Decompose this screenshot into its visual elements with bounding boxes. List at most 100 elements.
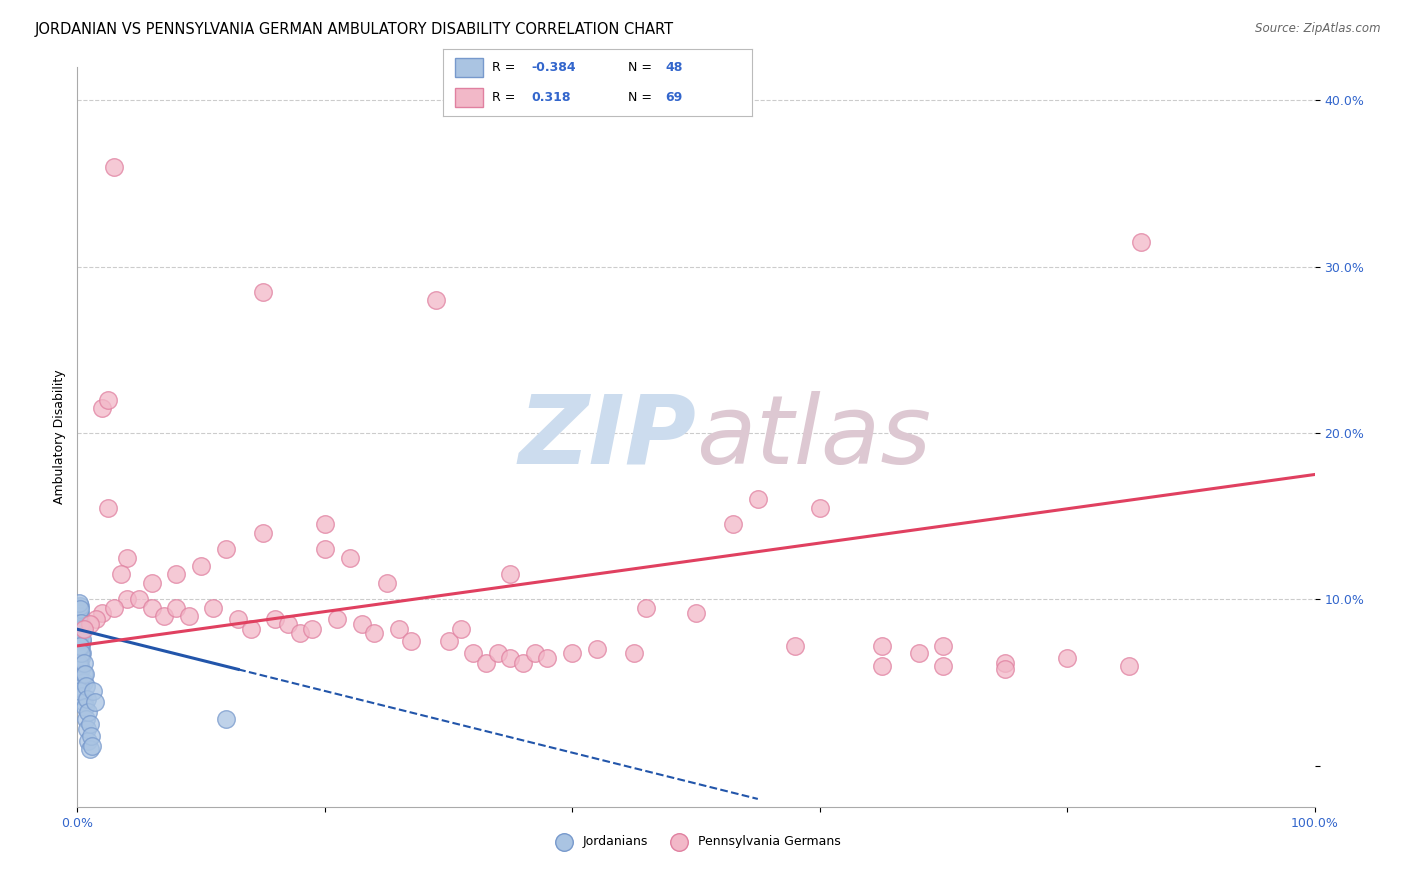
Point [1118,658,1140,673]
Point [870,639,893,653]
Point [388,622,411,636]
Bar [456,59,484,78]
Point [83,695,105,709]
Y-axis label: Ambulatory Disability: Ambulatory Disability [53,370,66,504]
Point [685,606,707,620]
Point [463,646,485,660]
Point [70,646,93,660]
Point [153,609,176,624]
Point [1056,650,1078,665]
Point [907,646,929,660]
Point [314,542,336,557]
Point [75,679,97,693]
Point [69,658,91,673]
Point [76,692,98,706]
Point [73,667,96,681]
Point [165,567,187,582]
Text: atlas: atlas [696,391,931,483]
Point [994,656,1017,670]
Point [72,632,94,647]
Point [437,633,460,648]
Point [499,650,522,665]
Point [67,612,90,626]
Point [67,604,90,618]
Point [623,646,645,660]
Point [103,160,125,174]
Point [636,600,658,615]
Point [72,689,94,703]
Point [72,633,94,648]
Point [79,717,101,731]
Point [536,650,558,665]
Point [870,658,893,673]
Point [141,600,163,615]
Point [141,575,163,590]
Point [70,639,93,653]
Point [512,656,534,670]
Point [474,656,496,670]
Point [215,542,238,557]
Point [339,550,361,565]
Point [97,500,120,515]
Point [70,650,93,665]
Point [264,612,287,626]
Point [70,625,93,640]
Point [783,639,806,653]
Point [226,612,249,626]
Legend: Jordanians, Pennsylvania Germans: Jordanians, Pennsylvania Germans [547,830,845,853]
Text: 48: 48 [665,61,683,74]
Point [75,712,97,726]
Point [808,500,831,515]
Point [239,622,262,636]
Point [79,742,101,756]
Point [72,656,94,670]
Point [288,625,311,640]
Point [128,592,150,607]
Text: JORDANIAN VS PENNSYLVANIA GERMAN AMBULATORY DISABILITY CORRELATION CHART: JORDANIAN VS PENNSYLVANIA GERMAN AMBULAT… [35,22,675,37]
Point [69,639,91,653]
Point [69,679,91,693]
Point [76,722,98,736]
Point [326,612,349,626]
Point [177,609,200,624]
Point [252,285,274,299]
Point [70,615,93,630]
Point [69,683,91,698]
Point [499,567,522,582]
Point [67,596,90,610]
Point [994,662,1017,676]
Point [110,567,132,582]
Text: R =: R = [492,61,520,74]
Text: 69: 69 [665,91,683,103]
Point [401,633,423,648]
Point [721,517,744,532]
Point [67,667,90,681]
Point [103,600,125,615]
Text: 0.318: 0.318 [531,91,571,103]
Text: N =: N = [628,91,657,103]
Point [69,602,91,616]
Point [77,733,100,747]
Point [80,729,103,743]
Text: -0.384: -0.384 [531,61,575,74]
Point [486,646,509,660]
Text: R =: R = [492,91,520,103]
Point [69,606,91,620]
Point [72,622,94,636]
Point [252,525,274,540]
Point [375,575,398,590]
Point [79,617,101,632]
Point [72,622,94,636]
Point [561,646,583,660]
Text: N =: N = [628,61,657,74]
Point [301,622,323,636]
Point [91,401,114,415]
Point [69,629,91,643]
Point [215,712,238,726]
Point [73,700,96,714]
Point [82,683,104,698]
Point [363,625,385,640]
Point [97,392,120,407]
Bar [456,88,484,107]
Text: ZIP: ZIP [517,391,696,483]
